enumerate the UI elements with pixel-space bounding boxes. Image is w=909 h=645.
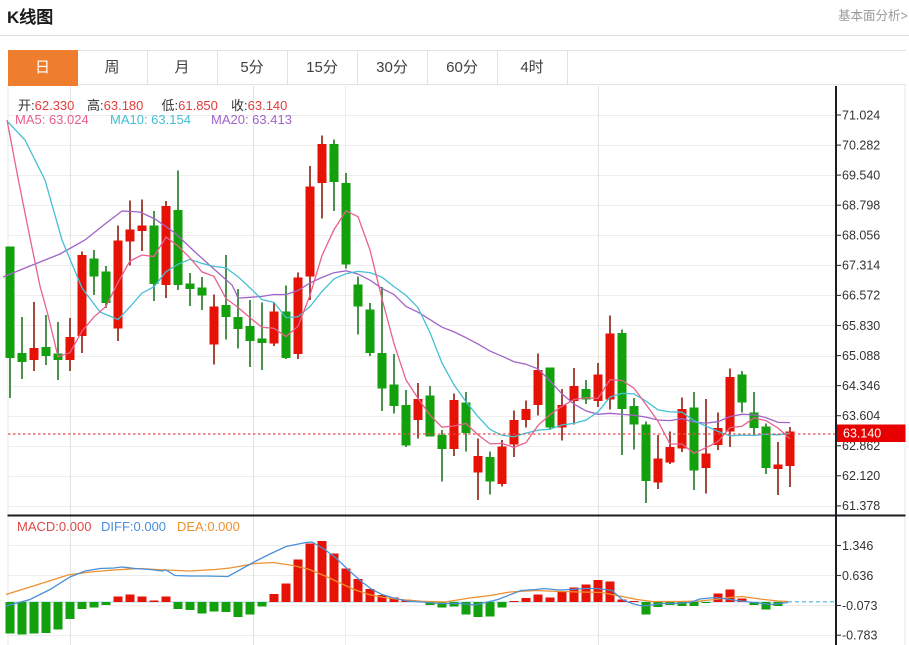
svg-text:66.572: 66.572 [842,289,880,303]
svg-text:68.056: 68.056 [842,229,880,243]
svg-text:64.346: 64.346 [842,379,880,393]
svg-text:1.346: 1.346 [842,539,873,553]
svg-text:68.798: 68.798 [842,199,880,213]
svg-text:63.140: 63.140 [843,427,881,441]
svg-text:-0.783: -0.783 [842,629,877,643]
svg-text:70.282: 70.282 [842,138,880,152]
svg-text:61.378: 61.378 [842,499,880,513]
svg-text:69.540: 69.540 [842,168,880,182]
svg-text:65.088: 65.088 [842,349,880,363]
svg-text:0.636: 0.636 [842,569,873,583]
svg-text:62.120: 62.120 [842,469,880,483]
svg-text:62.862: 62.862 [842,439,880,453]
svg-text:-0.073: -0.073 [842,599,877,613]
svg-text:65.830: 65.830 [842,319,880,333]
svg-text:71.024: 71.024 [842,108,880,122]
svg-text:63.604: 63.604 [842,409,880,423]
svg-text:67.314: 67.314 [842,259,880,273]
